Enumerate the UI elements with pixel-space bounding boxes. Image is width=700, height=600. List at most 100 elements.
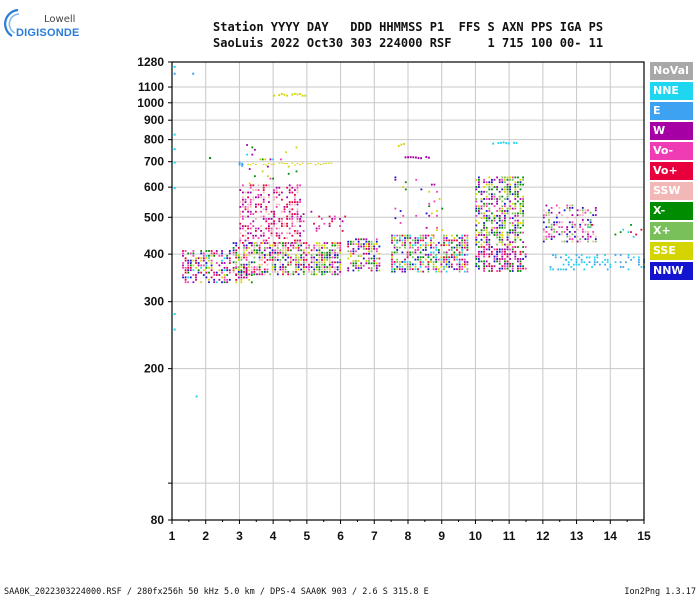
echo-point — [271, 266, 274, 268]
echo-point — [318, 249, 321, 252]
echo-point — [362, 245, 365, 248]
trace-point — [270, 163, 273, 165]
echo-point — [440, 270, 443, 273]
echo-point — [285, 151, 287, 154]
echo-point — [326, 266, 329, 268]
echo-point — [443, 258, 445, 261]
echo-point — [511, 207, 514, 210]
echo-point — [488, 234, 491, 236]
echo-point — [235, 251, 238, 254]
echo-point — [294, 230, 296, 232]
trace-point — [507, 142, 510, 145]
echo-point — [401, 270, 404, 273]
echo-point — [237, 276, 240, 279]
echo-point — [278, 186, 281, 189]
echo-point — [302, 261, 305, 264]
echo-point — [326, 268, 329, 271]
echo-point — [498, 207, 501, 210]
echo-point — [504, 198, 506, 200]
echo-point — [296, 239, 299, 242]
echo-point — [334, 242, 336, 244]
echo-point — [296, 186, 299, 189]
echo-point — [321, 251, 323, 254]
echo-point — [250, 249, 253, 252]
echo-point — [240, 259, 243, 261]
echo-point — [352, 243, 355, 245]
echo-point — [296, 203, 299, 206]
echo-point — [589, 235, 592, 238]
echo-point — [458, 244, 461, 247]
echo-point — [594, 238, 597, 240]
echo-point — [461, 268, 464, 271]
echo-point — [478, 260, 480, 263]
echo-point — [509, 258, 511, 260]
echo-point — [496, 214, 498, 217]
echo-point — [478, 241, 480, 244]
echo-point — [245, 249, 248, 252]
echo-point — [555, 221, 558, 224]
echo-point — [192, 269, 195, 272]
echo-point — [561, 226, 563, 228]
echo-point — [266, 263, 269, 266]
y-tick-label: 600 — [144, 180, 164, 194]
echo-point — [427, 244, 430, 247]
echo-point — [355, 250, 357, 253]
echo-point — [275, 222, 278, 225]
echo-point — [630, 231, 632, 233]
echo-point — [263, 247, 266, 249]
echo-point — [257, 189, 260, 191]
echo-point — [323, 268, 326, 271]
echo-point — [275, 203, 278, 206]
echo-point — [226, 257, 229, 260]
echo-point — [558, 207, 561, 209]
echo-point — [466, 253, 469, 256]
echo-point — [271, 261, 274, 264]
echo-point — [289, 273, 292, 276]
echo-point — [313, 259, 316, 261]
echo-point — [485, 236, 488, 239]
echo-point — [519, 270, 522, 272]
echo-point — [592, 214, 595, 216]
echo-point — [360, 262, 363, 265]
echo-point — [478, 246, 480, 248]
echo-point — [294, 203, 296, 206]
echo-point — [275, 227, 278, 230]
echo-point — [360, 238, 363, 241]
echo-point — [339, 244, 342, 247]
echo-point — [558, 233, 561, 236]
echo-point — [488, 198, 491, 200]
echo-point — [517, 190, 519, 193]
echo-point — [630, 258, 632, 261]
echo-point — [496, 222, 498, 224]
echo-point — [249, 184, 252, 187]
echo-point — [506, 255, 509, 258]
echo-point — [493, 248, 496, 251]
echo-point — [498, 262, 501, 265]
echo-point — [334, 249, 336, 252]
echo-point — [391, 258, 393, 261]
echo-point — [235, 261, 238, 264]
echo-point — [589, 219, 592, 221]
echo-point — [378, 269, 381, 272]
trace-point — [280, 93, 283, 95]
echo-point — [514, 205, 517, 208]
echo-point — [182, 274, 184, 276]
echo-point — [291, 191, 294, 194]
echo-point — [576, 235, 579, 238]
echo-point — [478, 186, 480, 188]
echo-point — [282, 244, 284, 247]
echo-point — [300, 249, 303, 252]
trace-point — [296, 163, 299, 165]
echo-point — [478, 190, 480, 193]
echo-point — [254, 148, 256, 151]
echo-point — [430, 183, 433, 186]
echo-point — [370, 240, 373, 243]
echo-point — [584, 223, 587, 226]
echo-point — [218, 274, 221, 276]
echo-point — [589, 223, 592, 226]
echo-point — [287, 256, 290, 259]
echo-point — [244, 208, 247, 211]
echo-point — [232, 261, 235, 264]
echo-point — [548, 214, 550, 216]
echo-point — [243, 273, 245, 276]
